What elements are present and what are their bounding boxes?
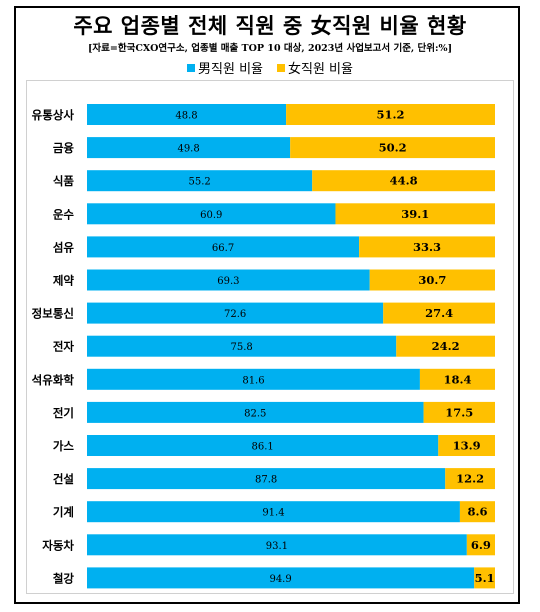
bar-male — [87, 170, 313, 192]
bar-male — [87, 236, 360, 258]
data-label-male: 93.1 — [266, 541, 288, 552]
bar-female — [396, 335, 495, 357]
category-label: 유통상사 — [32, 108, 75, 122]
data-label-female: 44.8 — [390, 174, 418, 188]
bar-female — [438, 435, 495, 456]
data-label-female: 6.9 — [471, 538, 491, 552]
data-label-female: 39.1 — [401, 207, 429, 221]
bar-male — [87, 501, 460, 523]
bar-female — [383, 302, 495, 324]
bar-female — [419, 368, 495, 390]
data-label-male: 60.9 — [200, 210, 222, 221]
data-label-female: 13.9 — [453, 439, 481, 453]
category-label: 운수 — [53, 207, 75, 221]
bar-male — [87, 203, 336, 225]
data-label-male: 82.5 — [244, 408, 266, 419]
legend-swatch-female — [277, 63, 285, 72]
bar-female — [423, 401, 495, 423]
data-label-male: 94.9 — [269, 574, 291, 585]
bar-female — [369, 269, 495, 291]
category-label: 전기 — [53, 406, 74, 420]
category-label: 석유화학 — [32, 373, 75, 387]
plot-area-border — [26, 80, 514, 594]
category-label: 자동차 — [42, 538, 74, 552]
chart-title: 주요 업종별 전체 직원 중 女직원 비율 현황 — [73, 13, 467, 38]
bar-male — [87, 401, 424, 423]
bar-female — [290, 137, 495, 159]
data-label-male: 55.2 — [188, 177, 210, 188]
data-label-male: 49.8 — [177, 144, 199, 155]
data-label-male: 86.1 — [252, 442, 274, 453]
bar-female — [286, 104, 495, 125]
data-label-female: 5.1 — [475, 571, 495, 585]
data-label-female: 30.7 — [418, 273, 446, 287]
bar-male — [87, 335, 397, 357]
bar-male — [87, 269, 370, 291]
category-label: 식품 — [53, 174, 75, 188]
legend-label-male: 男직원 비율 — [198, 62, 263, 77]
bar-female — [445, 468, 495, 490]
bar-male — [87, 302, 384, 324]
data-label-male: 81.6 — [242, 375, 264, 386]
data-label-female: 24.2 — [432, 339, 460, 353]
category-label: 금융 — [53, 141, 75, 155]
data-label-female: 17.5 — [445, 405, 473, 419]
bar-male — [87, 435, 439, 456]
category-label: 섬유 — [53, 240, 75, 254]
bar-female — [359, 236, 495, 258]
category-label: 정보통신 — [32, 307, 74, 321]
data-label-male: 75.8 — [230, 342, 252, 353]
legend-item-male: 男직원 비율 — [187, 58, 263, 77]
data-label-male: 87.8 — [255, 475, 277, 486]
bar-female — [474, 567, 495, 589]
bar-male — [87, 137, 291, 159]
data-label-female: 51.2 — [377, 108, 405, 122]
bar-female — [459, 501, 495, 523]
data-label-female: 18.4 — [443, 372, 471, 386]
data-label-female: 50.2 — [379, 141, 407, 155]
data-label-female: 8.6 — [467, 505, 487, 519]
data-label-female: 33.3 — [413, 240, 441, 254]
data-label-male: 66.7 — [212, 243, 234, 254]
category-label: 건설 — [53, 472, 74, 486]
bar-male — [87, 368, 420, 390]
legend-item-female: 女직원 비율 — [277, 58, 353, 77]
data-label-male: 69.3 — [217, 276, 239, 287]
bar-male — [87, 567, 475, 589]
category-label: 철강 — [53, 571, 75, 585]
category-label: 전자 — [53, 340, 75, 354]
data-label-female: 27.4 — [425, 306, 453, 320]
category-label: 가스 — [53, 439, 75, 453]
data-label-female: 12.2 — [456, 472, 484, 486]
data-label-male: 48.8 — [175, 111, 197, 122]
data-label-male: 72.6 — [224, 309, 246, 320]
bar-female — [335, 203, 495, 225]
source-note: [자료=한국CXO연구소, 업종별 매출 TOP 10 대상, 2023년 사업… — [87, 43, 453, 54]
data-label-male: 91.4 — [262, 508, 284, 519]
bar-female — [466, 534, 495, 556]
legend-label-female: 女직원 비율 — [288, 62, 353, 77]
category-label: 제약 — [53, 274, 75, 288]
category-label: 기계 — [53, 505, 74, 519]
bar-male — [87, 104, 287, 125]
legend-swatch-male — [187, 63, 196, 72]
bar-male — [87, 534, 467, 556]
bar-female — [312, 170, 495, 192]
bar-male — [87, 468, 446, 490]
legend: 男직원 비율 女직원 비율 — [0, 58, 540, 77]
